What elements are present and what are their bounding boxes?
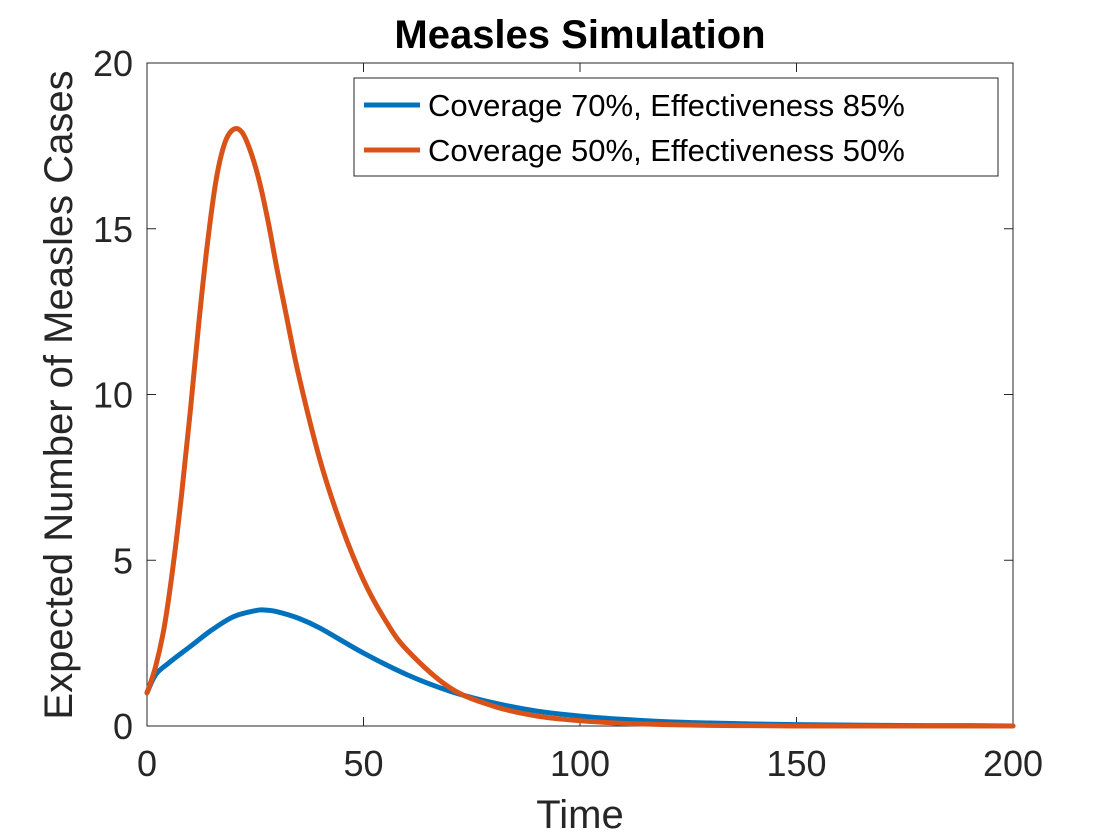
series-line-2 — [144, 126, 1016, 729]
x-tick-label: 0 — [137, 743, 157, 784]
y-tick-label: 10 — [93, 375, 133, 416]
x-tick-label: 100 — [550, 743, 610, 784]
x-axis-label: Time — [536, 793, 623, 837]
y-tick-label: 20 — [93, 43, 133, 84]
legend-box — [353, 77, 999, 177]
chart-title: Measles Simulation — [394, 13, 765, 57]
y-tick-label: 5 — [113, 540, 133, 581]
y-axis-label: Expected Number of Measles Cases — [37, 70, 81, 719]
axis-ticks: 0 50 100 150 200 0 5 10 15 20 — [93, 43, 1043, 784]
legend: Coverage 70%, Effectiveness 85% Coverage… — [353, 77, 999, 177]
x-tick-label: 200 — [983, 743, 1043, 784]
legend-label-series-1: Coverage 70%, Effectiveness 85% — [428, 88, 905, 123]
y-tick-label: 0 — [113, 706, 133, 747]
legend-label-series-2: Coverage 50%, Effectiveness 50% — [428, 133, 905, 168]
x-tick-label: 50 — [343, 743, 383, 784]
x-tick-label: 150 — [766, 743, 826, 784]
y-tick-label: 15 — [93, 209, 133, 250]
series-lines — [144, 126, 1016, 729]
